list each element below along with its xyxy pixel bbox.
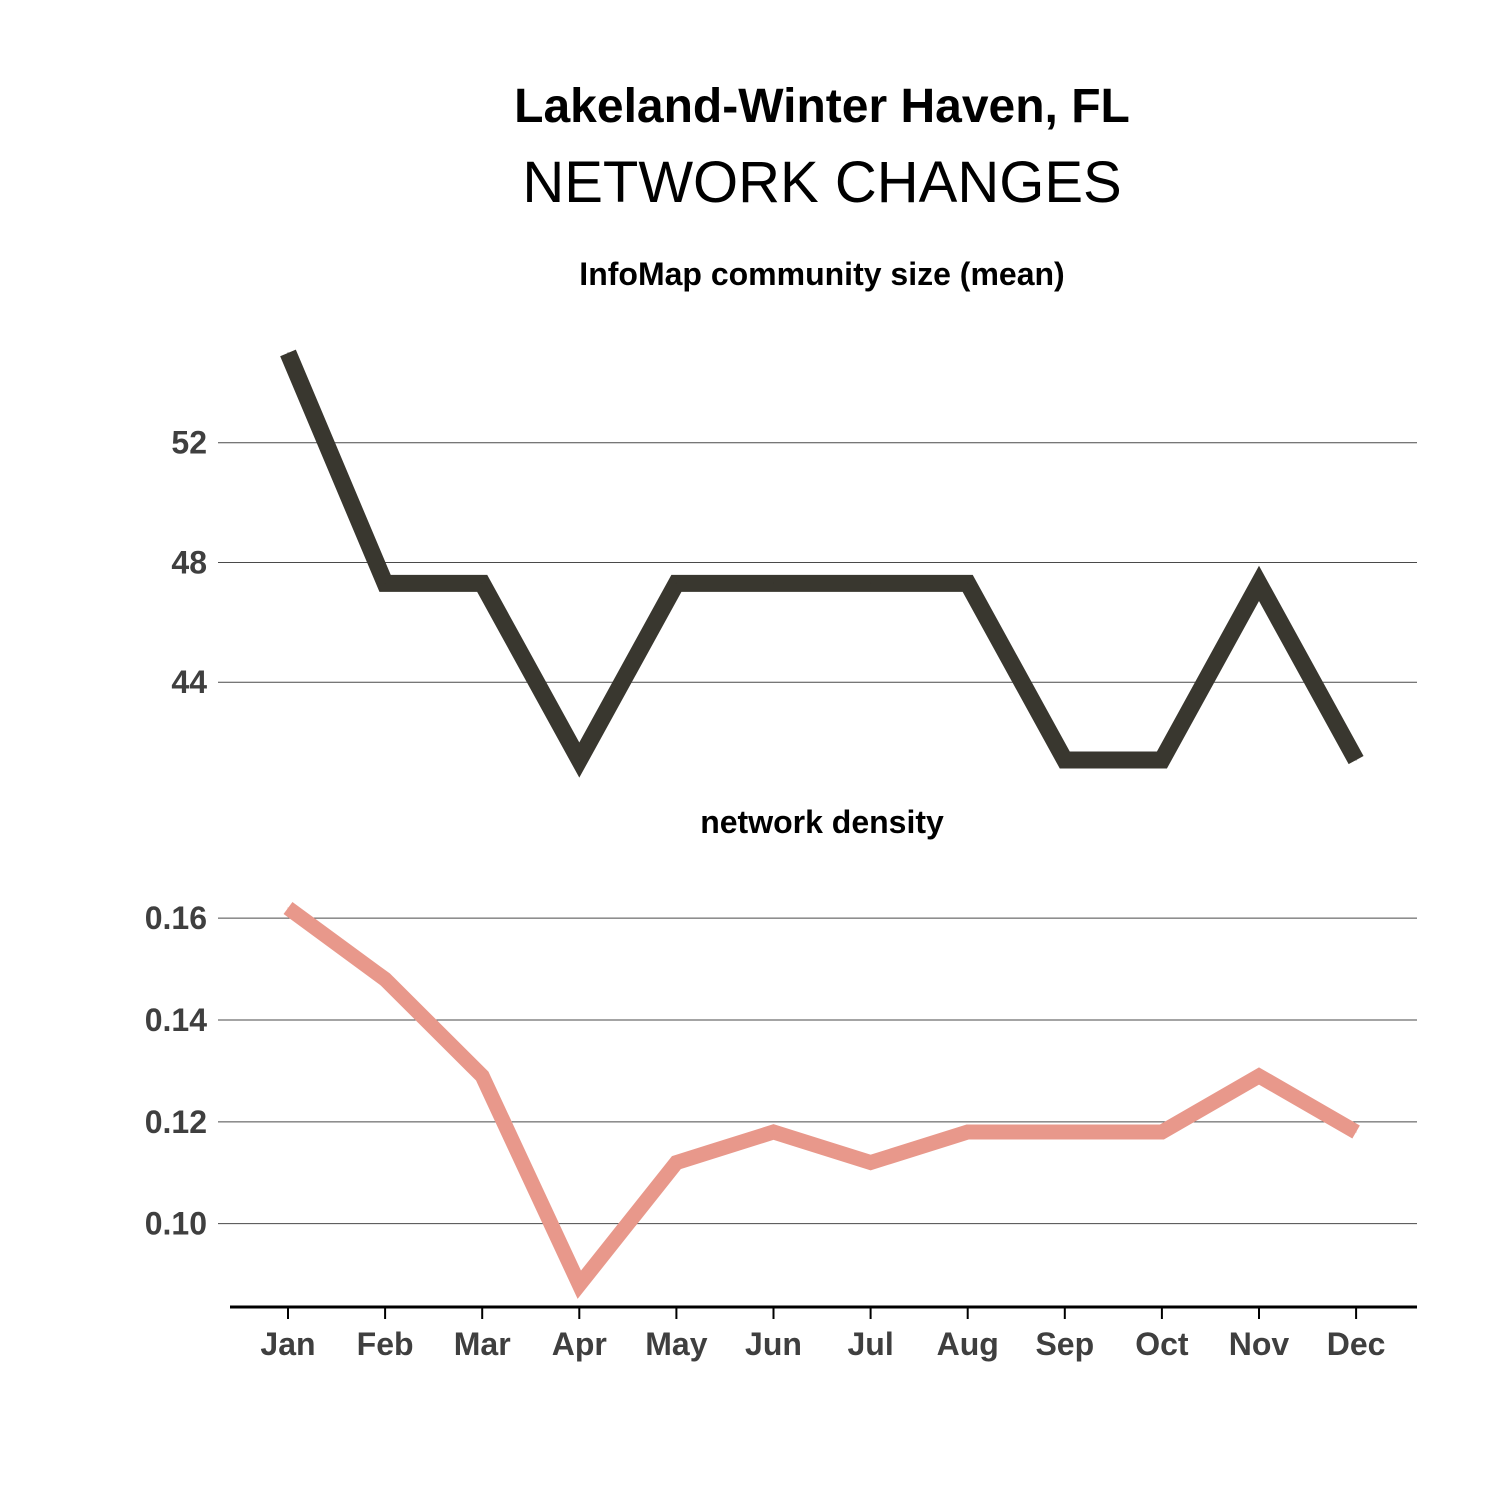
y-tick-label: 52 (171, 425, 207, 461)
x-tick-label: May (645, 1326, 707, 1362)
density-line (283, 901, 1360, 1299)
chart-subtitle: NETWORK CHANGES (522, 150, 1121, 215)
density-point (967, 1131, 969, 1133)
panel-title-community-size: InfoMap community size (mean) (579, 256, 1064, 292)
community-size-point (578, 759, 580, 761)
x-tick-label: Jan (260, 1326, 315, 1362)
community-size-point (675, 582, 677, 584)
community-size-point (481, 582, 483, 584)
density-series (283, 901, 1360, 1299)
density-point (287, 907, 289, 909)
community-size-series (280, 349, 1364, 778)
y-tick-label: 0.12 (145, 1104, 207, 1140)
x-tick-label: Apr (552, 1326, 607, 1362)
x-tick-label: Oct (1135, 1326, 1189, 1362)
panel-title-density: network density (700, 804, 944, 840)
y-tick-label: 44 (171, 664, 207, 700)
community-size-point (967, 582, 969, 584)
chart-title: Lakeland-Winter Haven, FL (514, 80, 1130, 133)
community-size-point (384, 582, 386, 584)
density-point (870, 1162, 872, 1164)
community-size-panel: InfoMap community size (mean) 44 48 52 (171, 256, 1417, 778)
community-size-line (280, 349, 1364, 778)
density-y-ticks: 0.10 0.12 0.14 0.16 (145, 900, 207, 1241)
community-size-point (1355, 759, 1357, 761)
community-size-point (1161, 759, 1163, 761)
x-tick-label: Aug (937, 1326, 999, 1362)
x-tick-label: Dec (1327, 1326, 1386, 1362)
x-tick-label: Jun (745, 1326, 802, 1362)
community-size-gridlines (218, 442, 1417, 683)
x-tick-label: Feb (357, 1326, 414, 1362)
community-size-point (773, 582, 774, 584)
x-ticks: Jan Feb Mar Apr May Jun Jul Aug Sep Oct Nov Dec (260, 1307, 1385, 1362)
density-point (481, 1075, 483, 1077)
density-point (1355, 1131, 1357, 1133)
density-point (675, 1162, 677, 1164)
community-size-point (287, 352, 289, 354)
density-point (384, 978, 386, 980)
x-tick-label: Sep (1035, 1326, 1094, 1362)
community-size-y-ticks: 44 48 52 (171, 425, 207, 700)
y-tick-label: 0.14 (145, 1002, 207, 1038)
y-tick-label: 48 (171, 544, 207, 580)
density-point (1064, 1131, 1066, 1133)
density-point (1161, 1131, 1163, 1133)
density-point (773, 1131, 774, 1133)
y-tick-label: 0.16 (145, 900, 207, 936)
community-size-point (1258, 582, 1260, 584)
density-panel: network density 0.10 0.12 0.14 0.16 (145, 804, 1417, 1299)
density-gridlines (218, 917, 1417, 1225)
density-point (578, 1284, 580, 1286)
density-point (1258, 1075, 1260, 1077)
x-tick-label: Jul (847, 1326, 893, 1362)
community-size-point (870, 582, 872, 584)
x-tick-label: Mar (454, 1326, 511, 1362)
x-tick-label: Nov (1229, 1326, 1290, 1362)
community-size-point (1064, 759, 1066, 761)
x-axis: Jan Feb Mar Apr May Jun Jul Aug Sep Oct Nov Dec (230, 1305, 1417, 1362)
y-tick-label: 0.10 (145, 1206, 207, 1242)
